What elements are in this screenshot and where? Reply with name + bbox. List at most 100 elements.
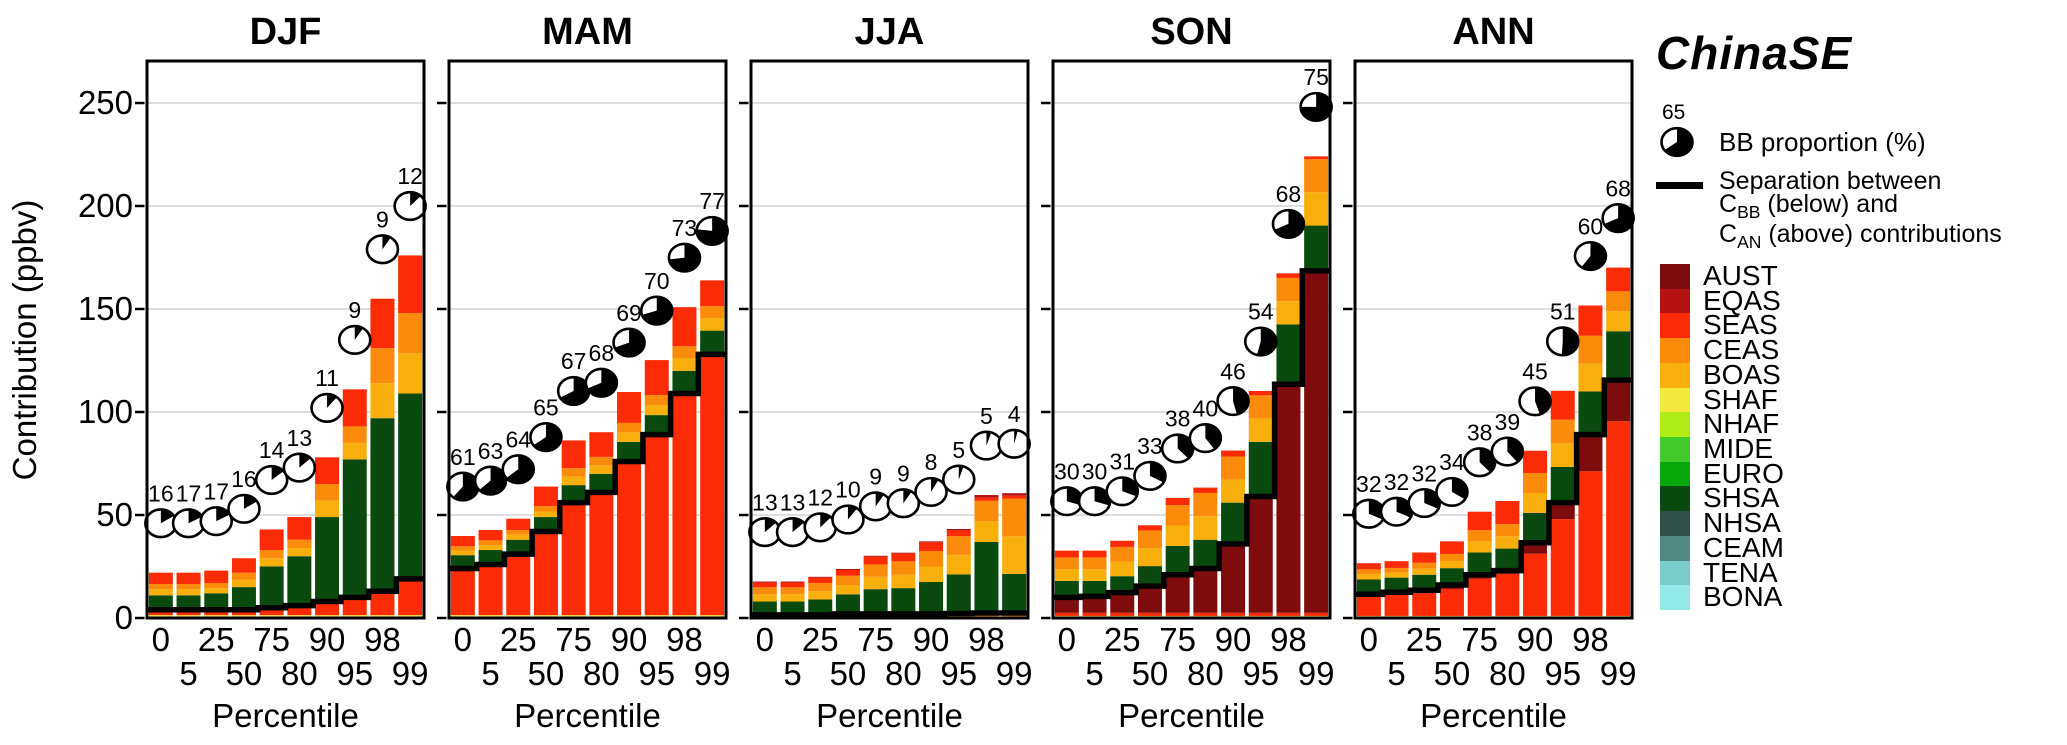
pie-slice — [958, 465, 964, 480]
bar-segment-CEAS-AN — [561, 468, 586, 477]
region-label-SEAS: SEAS — [1703, 309, 1778, 341]
bb-pie-value-label: 68 — [1276, 181, 1302, 207]
bb-proportion-pie: 5 — [969, 403, 1004, 461]
legend-row-EQAS: EQAS — [1660, 286, 1784, 314]
bb-pie-legend-icon — [1660, 126, 1694, 158]
bar-segment-EQAS-AN — [974, 495, 999, 498]
bar-segment-SHAF-BB — [231, 615, 256, 617]
separation-label-line3: CAN (above) contributions — [1719, 220, 2002, 253]
bar-segment-SEAS-AN — [1304, 156, 1329, 160]
bar-segment-SEAS-BB — [1054, 612, 1079, 616]
bb-proportion-pie: 69 — [612, 300, 646, 358]
bar-segment-SHSA-AN — [974, 541, 999, 614]
bar-segment-CEAS-AN — [506, 530, 531, 535]
bar-segment-BOAS-AN — [700, 318, 725, 331]
stacked-bar-p75 — [561, 440, 586, 618]
bar-segment-SEAS-AN — [259, 529, 284, 551]
bar-segment-SEAS-AN — [617, 392, 642, 423]
stacked-bar-p95 — [1248, 390, 1273, 618]
bar-segment-SEAS-BB — [1221, 612, 1246, 616]
bar-segment-SHSA-AN — [617, 441, 642, 462]
bar-segment-SHSA-AN — [1412, 574, 1437, 591]
bar-segment-BOAS-AN — [450, 550, 475, 556]
bb-pie-value-label: 9 — [376, 206, 389, 232]
bar-segment-CEAS-AN — [1412, 562, 1437, 569]
bar-segment-SEAS-AN — [533, 486, 558, 507]
bb-proportion-pie: 17 — [199, 478, 234, 537]
bb-pie-value-label: 51 — [1550, 299, 1576, 325]
bar-segment-SEAS-BB — [450, 568, 475, 616]
bb-proportion-pie: 61 — [446, 444, 480, 502]
bb-proportion-pie: 31 — [1105, 449, 1140, 507]
panel-border — [447, 59, 728, 620]
bar-segment-BOAS-AN — [835, 585, 860, 595]
x-tick-label: 90 — [309, 621, 346, 658]
x-tick-label: 5 — [179, 655, 197, 692]
bar-segment-SHAF-BB — [1082, 615, 1107, 617]
stacked-bar-p98 — [370, 298, 395, 618]
bar-segment-CEAS-AN — [342, 426, 367, 443]
bar-segment-EQAS-AN — [891, 552, 916, 554]
bar-segment-AUST-BB — [1248, 496, 1273, 613]
bar-segment-BOAS-AN — [919, 566, 944, 582]
bar-segment-CEAS-AN — [1439, 553, 1464, 561]
x-tick-label: 25 — [802, 621, 839, 658]
bar-segment-SEAS-BB — [1384, 594, 1409, 616]
pie-slice — [271, 466, 284, 480]
pie-slice — [327, 394, 337, 408]
bar-segment-SHSA-AN — [561, 485, 586, 503]
bar-segment-SHSA-AN — [287, 556, 312, 606]
bb-proportion-pie: 9 — [337, 297, 372, 356]
x-tick-label: 75 — [1159, 621, 1196, 658]
bb-proportion-pie: 8 — [914, 449, 948, 508]
y-axis-title: Contribution (ppbv) — [6, 200, 43, 481]
bar-segment-SEAS-BB — [1412, 593, 1437, 616]
bar-segment-SHAF-BB — [1276, 615, 1301, 617]
bar-segment-SHAF-BB — [1523, 615, 1548, 617]
stacked-bar-p80 — [1495, 500, 1520, 618]
bar-segment-SHAF-BB — [148, 615, 173, 617]
bar-segment-SHAF-BB — [1578, 615, 1603, 617]
bar-segment-SEAS-BB — [1165, 612, 1190, 616]
bar-segment-SEAS-AN — [1165, 497, 1190, 506]
bb-pie-value-label: 46 — [1220, 358, 1246, 384]
bar-segment-SEAS-AN — [1356, 563, 1381, 570]
x-tick-label: 25 — [1104, 621, 1141, 658]
bar-segment-CEAS-AN — [1495, 524, 1520, 537]
x-tick-label: 25 — [1406, 621, 1443, 658]
stacked-bar-p99 — [700, 280, 725, 618]
bar-segment-CEAS-AN — [315, 484, 340, 501]
legend-row-NHSA: NHSA — [1660, 509, 1784, 537]
bb-pie-value-label: 38 — [1467, 419, 1493, 445]
bar-segment-SEAS-BB — [1082, 612, 1107, 616]
bar-segment-CEAS-AN — [1304, 159, 1329, 193]
bar-segment-CEAS-AN — [1606, 291, 1631, 312]
bb-pie-value-label: 30 — [1054, 458, 1080, 484]
bb-proportion-pie: 64 — [501, 426, 536, 485]
bar-segment-SEAS-BB — [589, 492, 614, 616]
bb-proportion-pie: 9 — [858, 464, 893, 522]
x-tick-label: 25 — [198, 621, 235, 658]
bb-an-separation-line — [752, 610, 1027, 618]
bar-segment-SEAS-AN — [589, 432, 614, 457]
pie-slice — [875, 492, 884, 507]
bar-segment-CEAS-AN — [398, 313, 423, 354]
stacked-bar-p50 — [1439, 541, 1464, 618]
bar-segment-SEAS-AN — [1137, 525, 1162, 531]
x-tick-label: 99 — [392, 655, 429, 692]
bar-segment-EQAS-AN — [835, 568, 860, 571]
separation-label-line2: CBB (below) and — [1719, 189, 1898, 222]
stacked-bar-p50 — [835, 568, 860, 618]
pie-legend-value: 65 — [1662, 101, 1686, 124]
pie-slice — [1014, 429, 1019, 444]
x-tick-label: 90 — [1215, 621, 1252, 658]
stacked-bar-p0 — [450, 536, 475, 618]
bar-segment-BOAS-AN — [315, 500, 340, 518]
bb-an-separation-line — [148, 576, 423, 613]
bar-segment-CEAS-AN — [1384, 567, 1409, 573]
x-tick-label: 50 — [1434, 655, 1471, 692]
bb-pie-value-label: 5 — [952, 437, 965, 463]
